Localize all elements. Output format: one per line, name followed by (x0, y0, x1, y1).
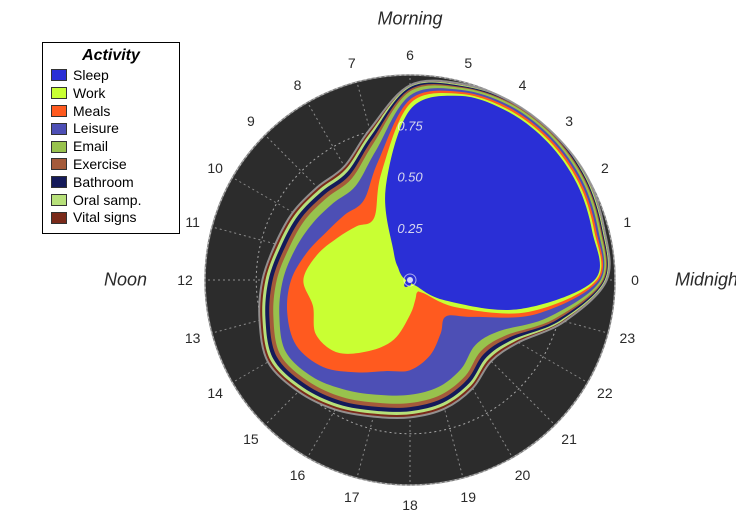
hour-label-4: 4 (519, 77, 527, 93)
legend-label: Email (73, 138, 108, 155)
label-noon: Noon (104, 270, 147, 291)
hour-label-22: 22 (597, 385, 613, 401)
legend-box: Activity SleepWorkMealsLeisureEmailExerc… (42, 42, 180, 234)
legend-swatch (51, 105, 67, 117)
legend-item-email: Email (51, 138, 171, 155)
legend-swatch (51, 194, 67, 206)
hour-label-21: 21 (561, 431, 577, 447)
legend-swatch (51, 69, 67, 81)
legend-item-oral-samp-: Oral samp. (51, 192, 171, 209)
legend-item-leisure: Leisure (51, 120, 171, 137)
hour-label-6: 6 (406, 47, 414, 63)
hour-label-12: 12 (177, 272, 193, 288)
hour-label-9: 9 (247, 113, 255, 129)
label-midnight: Midnight (675, 270, 736, 291)
legend-label: Sleep (73, 67, 109, 84)
svg-text:0.75: 0.75 (397, 118, 423, 133)
label-morning: Morning (377, 9, 442, 30)
svg-text:0.25: 0.25 (397, 221, 423, 236)
legend-label: Vital signs (73, 209, 137, 226)
hour-label-1: 1 (623, 214, 631, 230)
hour-label-5: 5 (464, 55, 472, 71)
hour-label-13: 13 (185, 330, 201, 346)
legend-swatch (51, 141, 67, 153)
legend-label: Exercise (73, 156, 127, 173)
hour-label-7: 7 (348, 55, 356, 71)
legend-item-work: Work (51, 85, 171, 102)
legend-label: Meals (73, 103, 110, 120)
hour-label-11: 11 (185, 214, 200, 230)
hour-label-16: 16 (290, 467, 306, 483)
hour-label-8: 8 (294, 77, 302, 93)
legend-items: SleepWorkMealsLeisureEmailExerciseBathro… (51, 67, 171, 226)
legend-item-sleep: Sleep (51, 67, 171, 84)
legend-title: Activity (51, 47, 171, 65)
hour-label-14: 14 (207, 385, 223, 401)
legend-swatch (51, 212, 67, 224)
legend-swatch (51, 158, 67, 170)
legend-swatch (51, 123, 67, 135)
hour-label-20: 20 (515, 467, 531, 483)
hour-label-17: 17 (344, 489, 360, 505)
hour-label-18: 18 (402, 497, 418, 513)
legend-label: Oral samp. (73, 192, 141, 209)
activity-polar-chart: 0.25 0.50 0.75 Activity SleepWorkMealsLeis… (0, 0, 736, 529)
legend-label: Work (73, 85, 105, 102)
legend-item-bathroom: Bathroom (51, 174, 171, 191)
legend-item-vital-signs: Vital signs (51, 209, 171, 226)
legend-swatch (51, 176, 67, 188)
hour-label-19: 19 (460, 489, 476, 505)
hour-label-10: 10 (207, 160, 223, 176)
hour-label-23: 23 (620, 330, 636, 346)
legend-item-exercise: Exercise (51, 156, 171, 173)
legend-swatch (51, 87, 67, 99)
svg-text:0.50: 0.50 (397, 170, 423, 185)
legend-label: Leisure (73, 120, 119, 137)
hour-label-2: 2 (601, 160, 609, 176)
hour-label-3: 3 (565, 113, 573, 129)
hour-label-15: 15 (243, 431, 259, 447)
legend-label: Bathroom (73, 174, 134, 191)
hour-label-0: 0 (631, 272, 639, 288)
legend-item-meals: Meals (51, 103, 171, 120)
